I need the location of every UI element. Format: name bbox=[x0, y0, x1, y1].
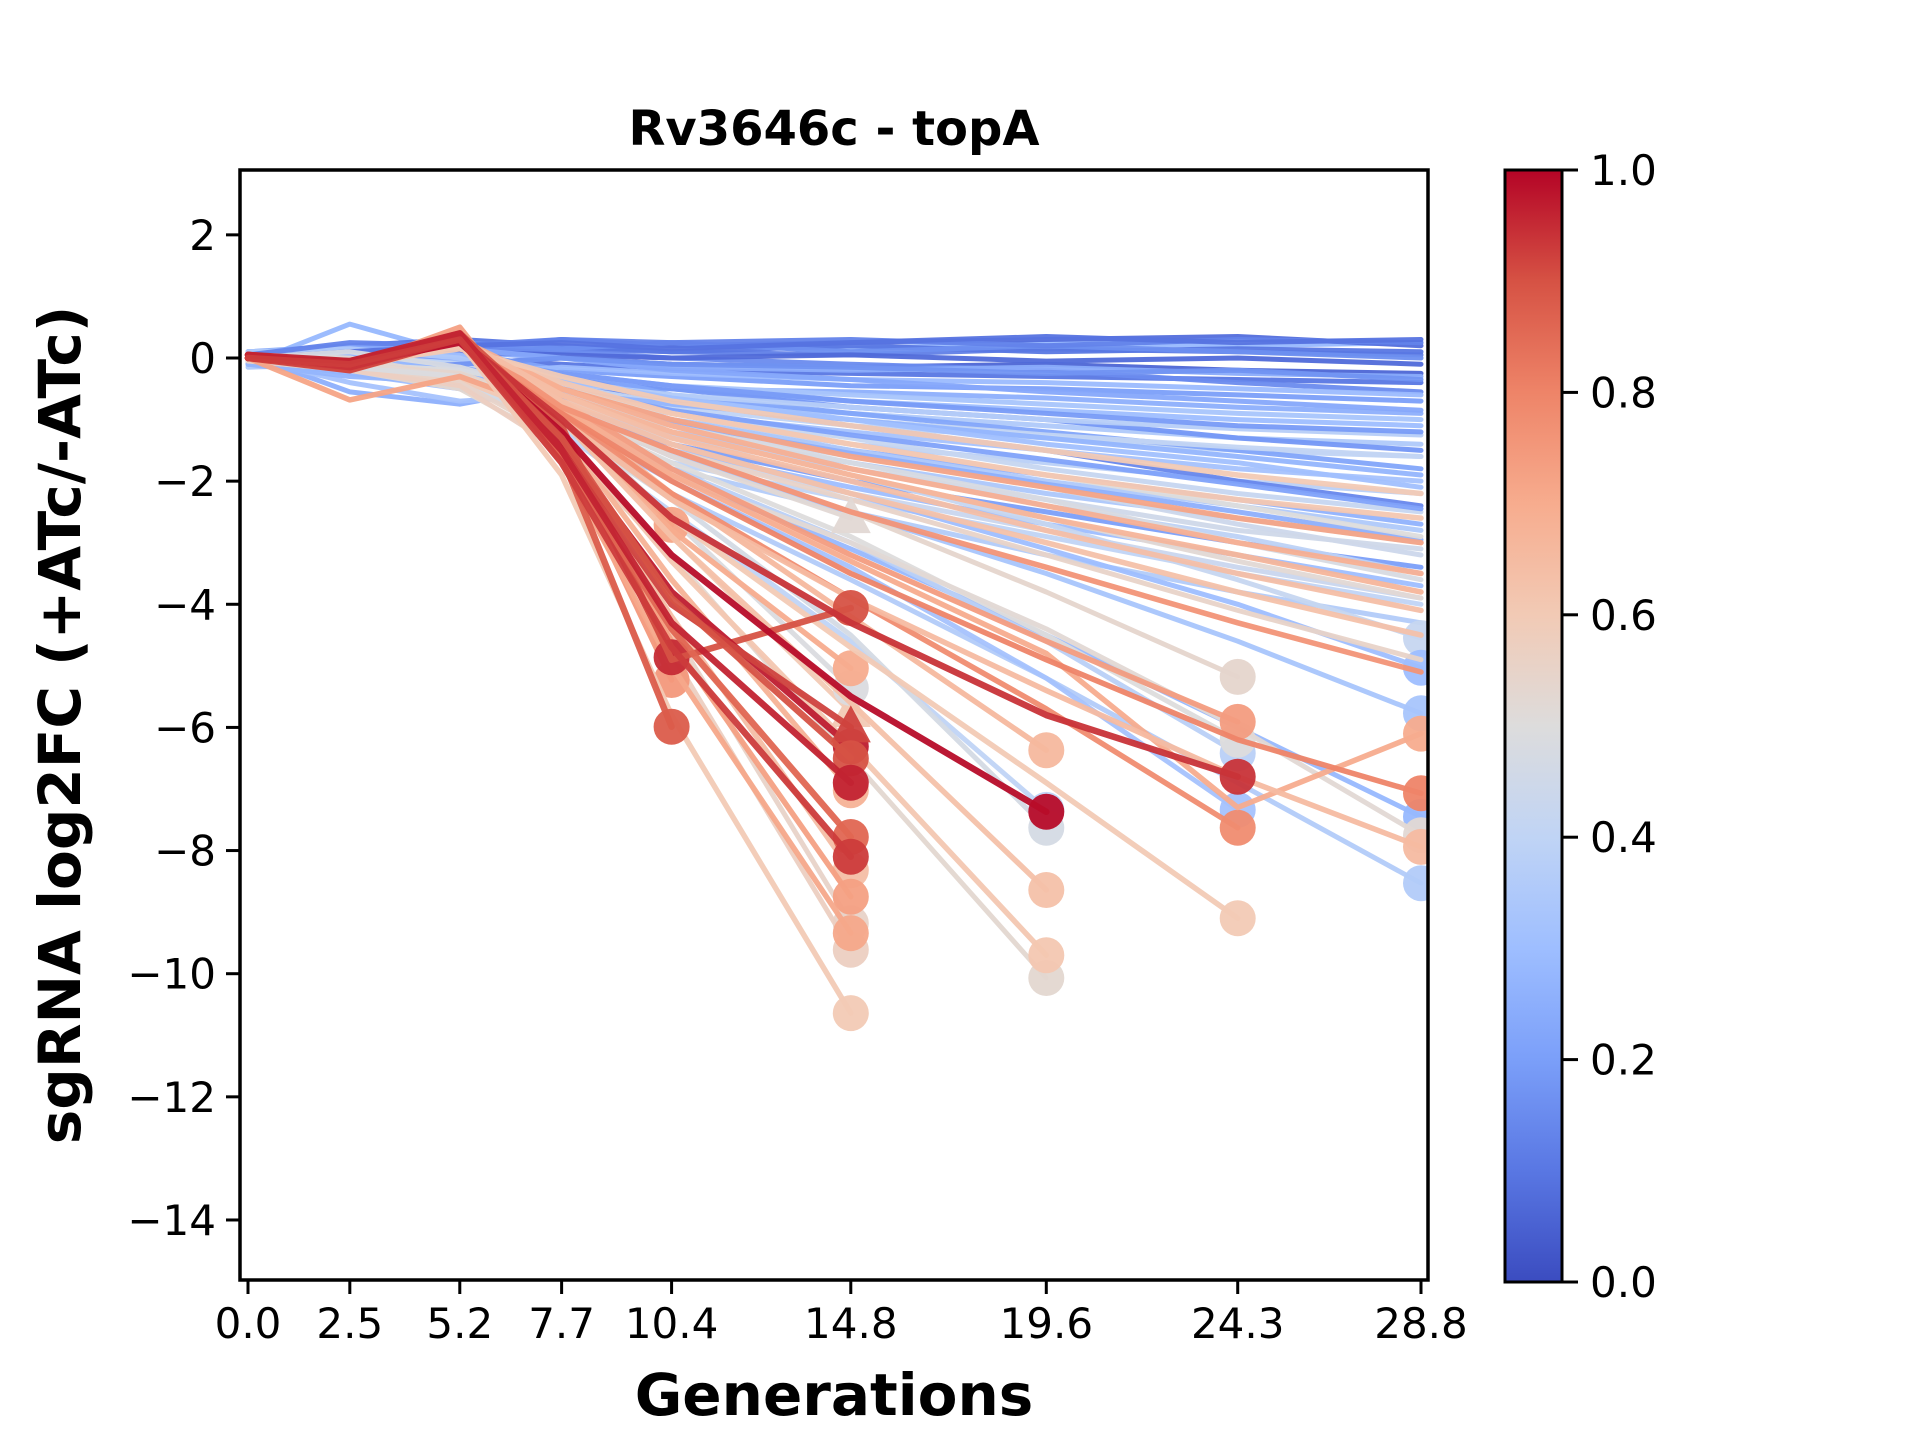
x-tick-label: 7.7 bbox=[528, 1299, 595, 1348]
x-tick-label: 24.3 bbox=[1191, 1299, 1285, 1348]
endpoint-circle-marker bbox=[1219, 703, 1256, 740]
endpoint-circle-marker bbox=[832, 764, 869, 801]
y-tick-label: −2 bbox=[154, 457, 216, 506]
x-tick-label: 2.5 bbox=[316, 1299, 383, 1348]
colorbar-tick-label: 0.4 bbox=[1590, 813, 1657, 862]
endpoint-circle-marker bbox=[1028, 793, 1065, 830]
endpoint-circle-marker bbox=[832, 995, 869, 1032]
x-tick-label: 10.4 bbox=[625, 1299, 719, 1348]
endpoint-circle-marker bbox=[1403, 775, 1428, 812]
endpoint-circle-marker bbox=[1403, 828, 1428, 865]
endpoint-circle-marker bbox=[1219, 900, 1256, 937]
y-tick-label: −14 bbox=[127, 1196, 216, 1245]
y-tick-label: −8 bbox=[154, 827, 216, 876]
x-tick-label: 0.0 bbox=[215, 1299, 282, 1348]
y-axis-ticks: 2 0 −2 −4 −6 −8 −10 −12 −14 bbox=[127, 211, 240, 1245]
x-axis-label: Generations bbox=[635, 1361, 1034, 1429]
series-group bbox=[244, 321, 1428, 1032]
axes-spines bbox=[238, 168, 1430, 1282]
x-tick-label: 28.8 bbox=[1374, 1299, 1468, 1348]
endpoint-circle-marker bbox=[1403, 865, 1428, 902]
endpoint-circle-marker bbox=[1028, 732, 1065, 769]
endpoint-triangle-marker bbox=[830, 705, 871, 743]
endpoint-circle-marker bbox=[1028, 937, 1065, 974]
endpoint-circle-marker bbox=[832, 838, 869, 875]
endpoint-circle-marker bbox=[832, 650, 869, 687]
x-axis-ticks: 0.0 2.5 5.2 7.7 10.4 14.8 19.6 24.3 28.8 bbox=[215, 1280, 1468, 1348]
endpoint-circle-marker bbox=[1403, 620, 1428, 657]
x-tick-label: 19.6 bbox=[1000, 1299, 1094, 1348]
endpoint-circle-marker bbox=[1403, 715, 1428, 752]
y-tick-label: −10 bbox=[127, 950, 216, 999]
colorbar-ticks: 0.0 0.2 0.4 0.6 0.8 1.0 bbox=[1562, 146, 1657, 1307]
endpoint-circle-marker bbox=[832, 740, 869, 777]
endpoint-circle-marker bbox=[1219, 758, 1256, 795]
y-tick-label: 2 bbox=[189, 211, 216, 260]
sgrna-trace bbox=[245, 343, 1424, 413]
endpoint-circle-marker bbox=[653, 708, 690, 745]
colorbar-tick-label: 0.6 bbox=[1590, 591, 1657, 640]
colorbar bbox=[1503, 168, 1564, 1284]
colorbar-tick-label: 0.8 bbox=[1590, 368, 1657, 417]
endpoint-circle-marker bbox=[1219, 658, 1256, 695]
colorbar-tick-label: 1.0 bbox=[1590, 146, 1657, 195]
y-tick-label: −4 bbox=[154, 580, 216, 629]
endpoint-circle-marker bbox=[1028, 872, 1065, 908]
x-tick-label: 14.8 bbox=[804, 1299, 898, 1348]
sgrna-trace bbox=[244, 336, 855, 860]
y-tick-label: 0 bbox=[189, 334, 216, 383]
x-tick-label: 5.2 bbox=[426, 1299, 493, 1348]
endpoint-circle-marker bbox=[832, 878, 869, 915]
endpoint-circle-marker bbox=[1219, 809, 1256, 846]
colorbar-tick-label: 0.2 bbox=[1590, 1036, 1657, 1085]
endpoint-circle-marker bbox=[832, 915, 869, 952]
colorbar-tick-label: 0.0 bbox=[1590, 1258, 1657, 1307]
chart-title: Rv3646c - topA bbox=[628, 101, 1039, 157]
y-axis-label: sgRNA log2FC (+ATc/-ATc) bbox=[26, 306, 94, 1144]
y-tick-label: −6 bbox=[154, 703, 216, 752]
y-tick-label: −12 bbox=[127, 1073, 216, 1122]
